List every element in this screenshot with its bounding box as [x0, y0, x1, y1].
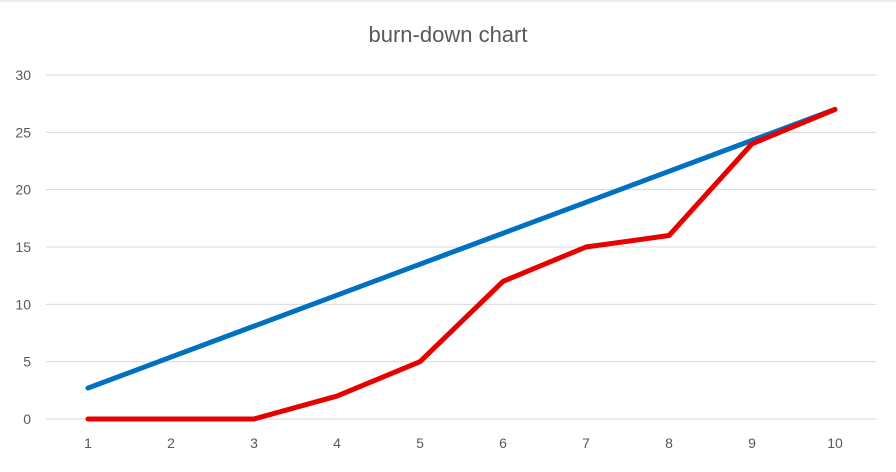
- y-tick-label: 0: [23, 411, 31, 427]
- y-tick-label: 25: [15, 124, 31, 140]
- x-tick-label: 4: [333, 435, 341, 451]
- x-tick-label: 7: [582, 435, 590, 451]
- series-lines: [85, 106, 838, 422]
- x-tick-label: 8: [665, 435, 673, 451]
- series-line-1: [85, 106, 838, 391]
- x-tick-label: 3: [250, 435, 258, 451]
- y-tick-label: 10: [15, 296, 31, 312]
- x-tick-label: 1: [84, 435, 92, 451]
- series-line-2: [85, 106, 838, 422]
- x-axis-tick-labels: 1 2 3 4 5 6 7 8 9 10: [84, 435, 843, 451]
- chart-title: burn-down chart: [369, 22, 528, 47]
- x-tick-label: 5: [416, 435, 424, 451]
- y-tick-label: 15: [15, 239, 31, 255]
- y-tick-label: 20: [15, 182, 31, 198]
- x-tick-label: 9: [748, 435, 756, 451]
- x-tick-label: 10: [827, 435, 843, 451]
- y-tick-label: 30: [15, 67, 31, 83]
- x-tick-label: 6: [499, 435, 507, 451]
- x-tick-label: 2: [167, 435, 175, 451]
- y-tick-label: 5: [23, 354, 31, 370]
- y-axis-tick-labels: 0 5 10 15 20 25 30: [15, 67, 31, 427]
